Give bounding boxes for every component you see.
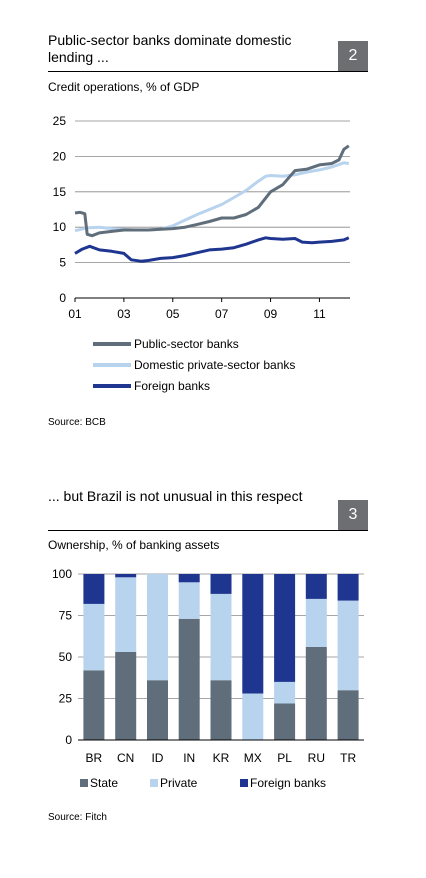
y-tick-label: 5 <box>59 256 66 270</box>
y-tick-label: 15 <box>53 185 67 199</box>
line-chart-title-rule <box>48 71 368 72</box>
legend-label: Domestic private-sector banks <box>134 358 295 372</box>
x-tick-label: PL <box>277 751 292 765</box>
bar-segment <box>83 670 105 740</box>
bar-segment <box>337 574 359 601</box>
bar-chart-source: Source: Fitch <box>48 812 107 823</box>
bar-segment <box>115 574 137 578</box>
x-tick-label: TR <box>340 751 356 765</box>
legend-swatch <box>150 779 158 787</box>
x-tick-label: KR <box>213 751 230 765</box>
bar-chart-title-rule <box>48 530 368 531</box>
bar-segment <box>274 681 296 704</box>
bar-segment <box>210 593 232 681</box>
bar-segment <box>210 574 232 594</box>
bar-chart-panel: ... but Brazil is not unusual in this re… <box>0 440 426 878</box>
bar-segment <box>83 574 105 604</box>
legend-swatch <box>80 779 88 787</box>
bar-segment <box>147 680 168 740</box>
bar-segment <box>337 690 359 740</box>
legend-swatch <box>240 779 248 787</box>
bar-chart-number-badge: 3 <box>338 500 368 530</box>
bar-segment <box>274 574 296 682</box>
line-chart-source: Source: BCB <box>48 417 106 428</box>
x-tick-label: RU <box>308 751 325 765</box>
y-tick-label: 0 <box>65 733 72 747</box>
y-tick-label: 75 <box>59 609 73 623</box>
bar-chart-subtitle: Ownership, % of banking assets <box>48 538 220 552</box>
bar-segment <box>178 582 200 619</box>
legend-label: Private <box>160 776 198 790</box>
bar-segment <box>305 598 327 647</box>
series-line <box>74 144 350 238</box>
bar-segment <box>115 652 137 740</box>
legend-label: Foreign banks <box>250 776 326 790</box>
bar-segment <box>274 703 296 740</box>
bar-segment <box>242 574 264 694</box>
bar-segment <box>83 603 105 671</box>
x-tick-label: BR <box>86 751 103 765</box>
line-chart-title: Public-sector banks dominate domestic le… <box>48 32 292 65</box>
y-tick-label: 20 <box>53 149 67 163</box>
y-tick-label: 100 <box>52 567 72 581</box>
bar-segment <box>337 600 359 691</box>
bar-segment <box>305 574 327 599</box>
x-tick-label: IN <box>183 751 195 765</box>
x-tick-label: MX <box>244 751 262 765</box>
legend-label: State <box>90 776 118 790</box>
y-tick-label: 50 <box>59 650 73 664</box>
series-line <box>74 236 350 263</box>
x-tick-label: 03 <box>117 307 131 321</box>
y-tick-label: 25 <box>59 692 73 706</box>
line-chart-number-badge: 2 <box>338 41 368 71</box>
x-tick-label: 01 <box>68 307 82 321</box>
bar-segment <box>178 618 200 740</box>
bar-segment <box>178 574 200 583</box>
bar-segment <box>147 574 168 681</box>
x-tick-label: 11 <box>313 307 326 321</box>
x-tick-label: 05 <box>166 307 180 321</box>
y-tick-label: 10 <box>53 220 67 234</box>
bar-segment <box>210 680 232 740</box>
y-tick-label: 25 <box>53 114 67 128</box>
x-tick-label: ID <box>151 751 163 765</box>
bar-segment <box>242 693 264 740</box>
line-chart-subtitle: Credit operations, % of GDP <box>48 80 200 94</box>
bar-segment <box>115 577 137 652</box>
x-tick-label: CN <box>117 751 134 765</box>
y-tick-label: 0 <box>59 291 66 305</box>
bar-chart-title: ... but Brazil is not unusual in this re… <box>48 488 303 504</box>
bar-segment <box>305 647 327 740</box>
bar-chart: 0 25 50 75 100 BR CN ID IN KR MX PL RU TR State Private… <box>52 567 364 790</box>
x-tick-label: 07 <box>215 307 229 321</box>
x-tick-label: 09 <box>264 307 278 321</box>
line-chart-panel: Public-sector banks dominate domestic le… <box>48 32 368 428</box>
legend-label: Foreign banks <box>134 379 210 393</box>
legend-label: Public-sector banks <box>134 337 239 351</box>
